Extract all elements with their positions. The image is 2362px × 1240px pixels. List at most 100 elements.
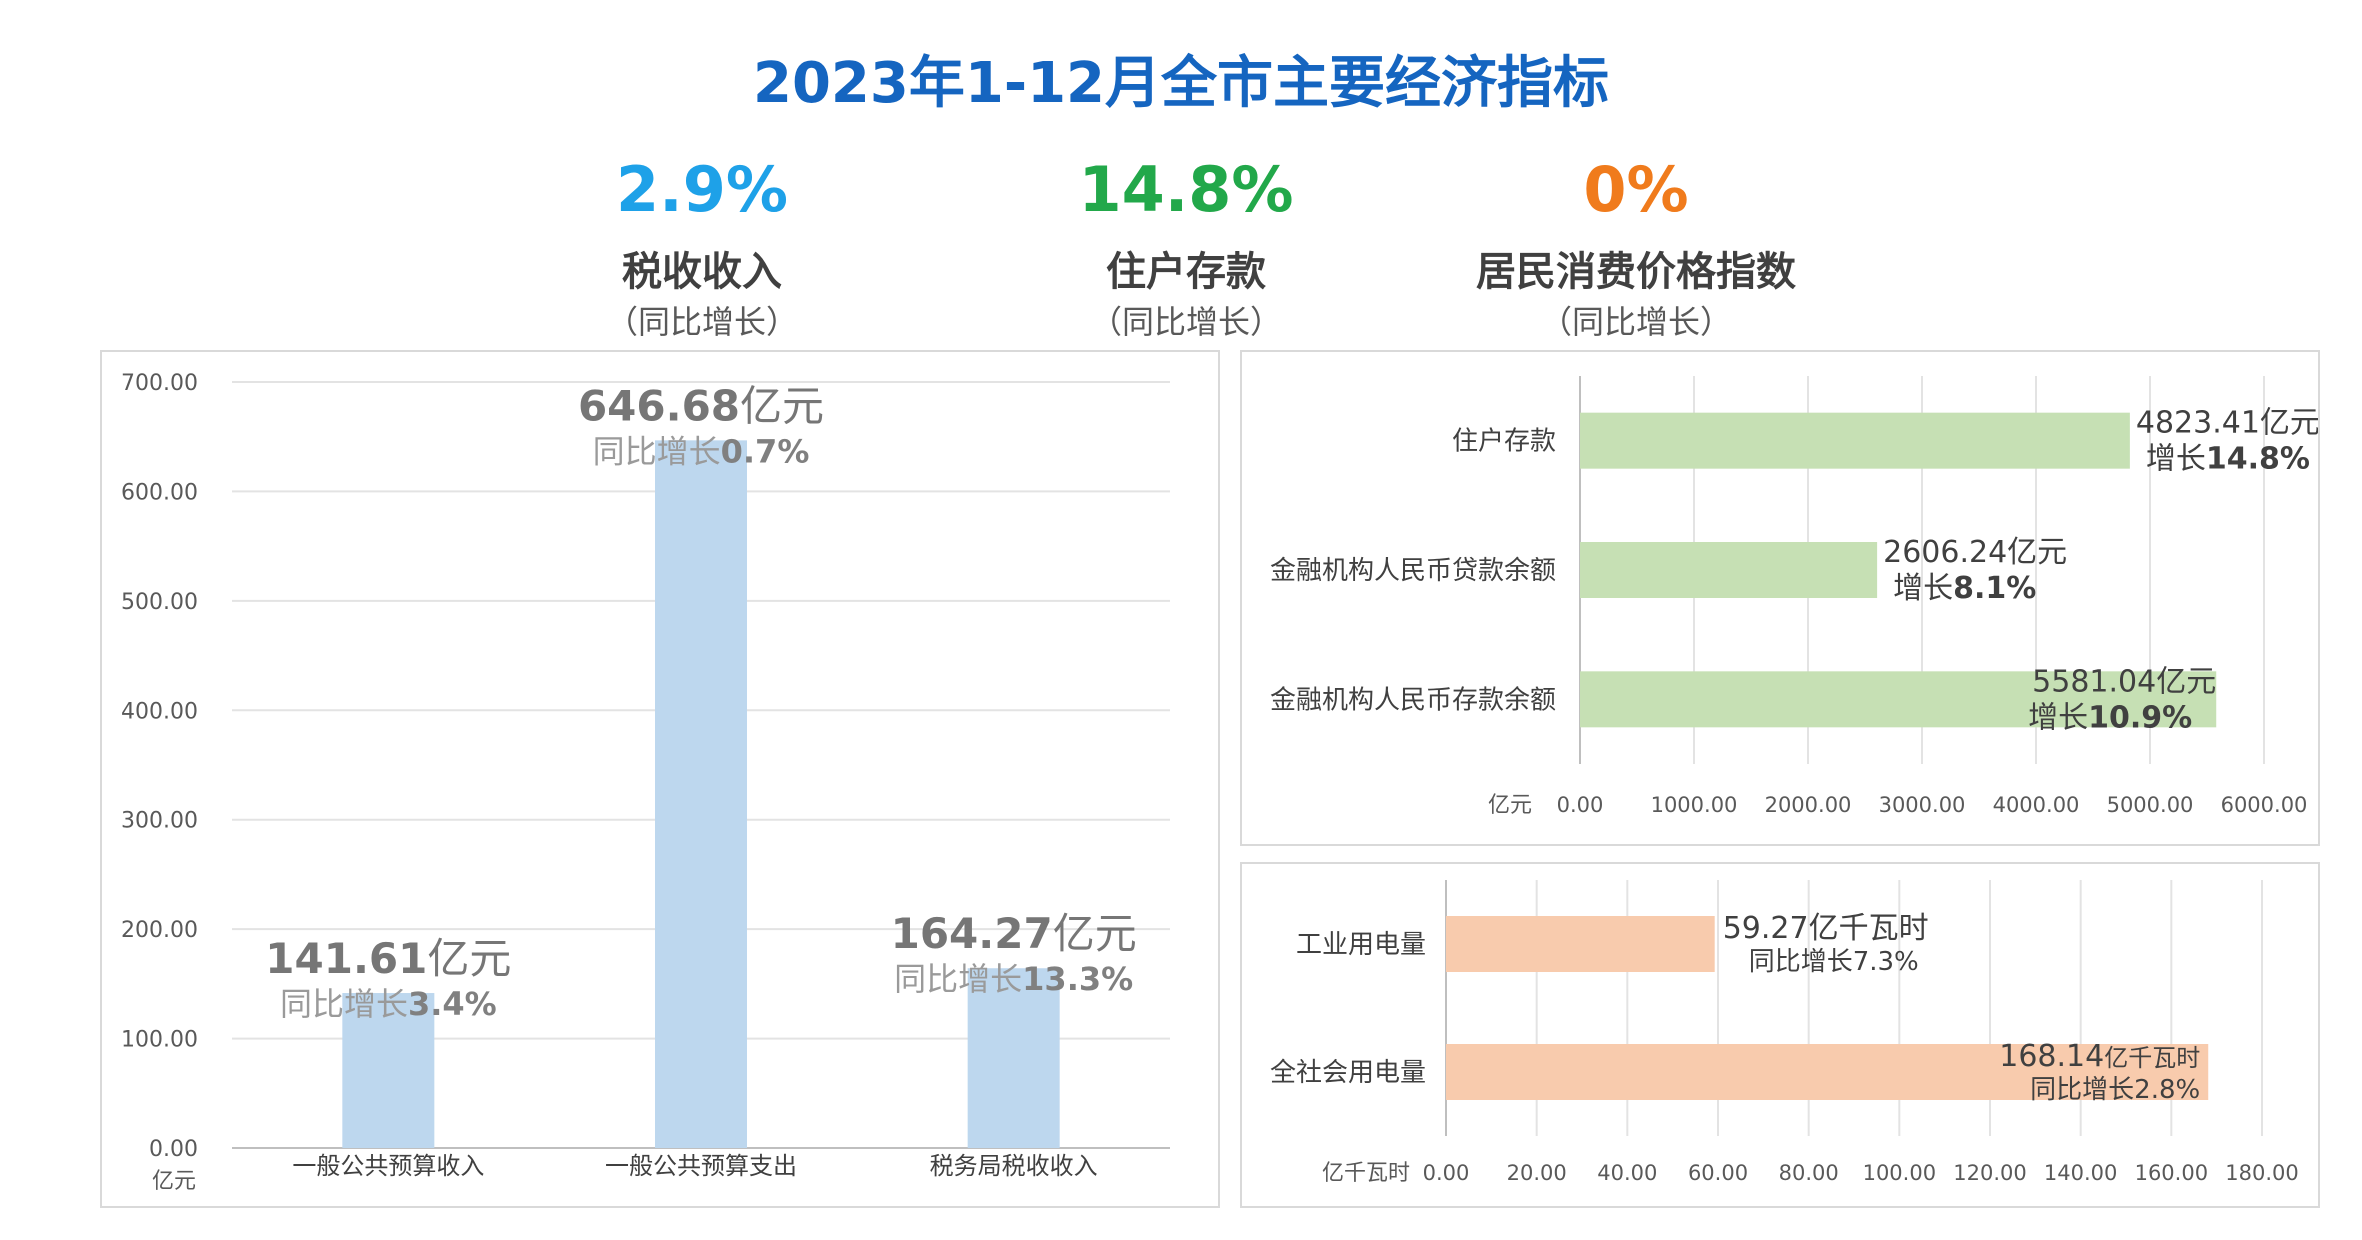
y-tick-label: 400.00 [121, 699, 198, 724]
deposit-loan-chart-panel: 0.00 1000.00 2000.00 3000.00 4000.00 5000.00 6… [1240, 350, 2320, 846]
bar [967, 968, 1060, 1148]
budget-bar-chart: 0.00 100.00 200.00 300.00 400.00 500.00 600.00… [121, 371, 1170, 1194]
value-number: 164.27 [891, 909, 1053, 958]
bar-value-label: 168.14亿千瓦时 [1999, 1039, 2200, 1074]
x-tick-label: 160.00 [2135, 1161, 2208, 1185]
value-unit: 亿元 [427, 934, 511, 983]
electricity-chart-panel: 0.00 20.00 40.00 60.00 80.00 100.00 120.00 140.… [1240, 862, 2320, 1208]
value-unit: 亿千瓦时 [2104, 1044, 2200, 1072]
x-tick-label: 20.00 [1507, 1161, 1567, 1185]
x-tick-label: 3000.00 [1879, 793, 1966, 817]
electricity-bar-chart: 0.00 20.00 40.00 60.00 80.00 100.00 120.00 140.… [1270, 880, 2299, 1186]
x-tick-label: 5000.00 [2107, 793, 2194, 817]
x-tick-label: 4000.00 [1993, 793, 2080, 817]
x-tick-label: 100.00 [1863, 1161, 1936, 1185]
x-tick-label: 140.00 [2044, 1161, 2117, 1185]
y-tick-label: 200.00 [121, 918, 198, 943]
bar-growth-label: 增长14.8% [2146, 442, 2310, 477]
x-tick-label: 40.00 [1597, 1161, 1657, 1185]
y-tick-label: 600.00 [121, 480, 198, 505]
kpi-cpi: 0% 居民消费价格指数 （同比增长） [1406, 150, 1866, 344]
value-unit: 亿元 [1053, 909, 1137, 958]
bar [1580, 542, 1878, 598]
kpi-value: 14.8% [1078, 153, 1294, 226]
y-tick-label: 金融机构人民币存款余额 [1270, 685, 1556, 715]
bar-growth-label: 同比增长2.8% [2030, 1075, 2200, 1105]
bar [1446, 916, 1715, 972]
x-tick-label: 一般公共预算支出 [605, 1152, 797, 1180]
value-unit: 亿元 [740, 381, 824, 430]
kpi-tax-revenue: 2.9% 税收收入 （同比增长） [472, 150, 932, 344]
bar-growth-label: 增长8.1% [1893, 571, 2036, 606]
bar [1580, 412, 2130, 469]
y-axis-unit: 亿元 [152, 1169, 196, 1194]
deposit-loan-bar-chart: 0.00 1000.00 2000.00 3000.00 4000.00 5000.00 6… [1270, 376, 2320, 818]
kpi-label: 居民消费价格指数 [1476, 249, 1796, 295]
x-tick-label: 1000.00 [1651, 793, 1738, 817]
value-number: 59.27亿千瓦时 [1723, 911, 1929, 946]
growth-prefix: 增长 [2146, 442, 2206, 477]
kpi-sub: （同比增长） [1089, 303, 1282, 341]
kpi-label: 住户存款 [1106, 249, 1266, 295]
growth-value: 3.4% [408, 985, 497, 1023]
bar-growth-label: 增长10.9% [2028, 700, 2192, 735]
x-tick-label: 120.00 [1953, 1161, 2026, 1185]
x-tick-label: 一般公共预算收入 [292, 1152, 484, 1180]
kpi-value: 2.9% [616, 153, 788, 226]
growth-prefix: 同比增长 [593, 432, 721, 470]
x-tick-label: 0.00 [1423, 1161, 1470, 1185]
growth-value: 0.7% [721, 432, 810, 470]
x-tick-label: 180.00 [2225, 1161, 2298, 1185]
y-tick-label: 100.00 [121, 1028, 198, 1053]
bar-growth-label: 同比增长7.3% [1749, 947, 1919, 977]
y-tick-label: 工业用电量 [1296, 930, 1426, 960]
y-tick-label: 0.00 [149, 1137, 198, 1162]
bar-value-label: 5581.04亿元 [2032, 664, 2216, 699]
x-tick-label: 税务局税收收入 [930, 1152, 1098, 1180]
bar [342, 993, 435, 1148]
kpi-sub: （同比增长） [605, 303, 798, 341]
bar-value-label: 646.68亿元 [578, 381, 824, 430]
bar-value-label: 4823.41亿元 [2136, 406, 2318, 441]
y-tick-label: 金融机构人民币贷款余额 [1270, 556, 1556, 586]
bar [1580, 671, 2217, 728]
kpi-household-deposit: 14.8% 住户存款 （同比增长） [956, 150, 1416, 344]
y-tick-label: 全社会用电量 [1270, 1058, 1426, 1088]
value-number: 646.68 [578, 381, 740, 430]
bar-growth-label: 同比增长0.7% [593, 432, 810, 470]
y-tick-label: 700.00 [121, 371, 198, 396]
y-tick-label: 住户存款 [1452, 427, 1556, 457]
bar-value-label: 164.27亿元 [891, 909, 1137, 958]
growth-value: 8.1% [1953, 571, 2036, 606]
growth-prefix: 同比增长 [280, 985, 408, 1023]
kpi-value: 0% [1583, 153, 1689, 226]
y-tick-label: 500.00 [121, 590, 198, 615]
page-title: 2023年1-12月全市主要经济指标 [753, 51, 1609, 116]
x-tick-label: 60.00 [1688, 1161, 1748, 1185]
bar [1446, 1044, 2209, 1100]
bar-value-label: 2606.24亿元 [1883, 535, 2067, 570]
value-number: 141.61 [265, 934, 427, 983]
bar-value-label: 59.27亿千瓦时 [1723, 911, 1929, 946]
growth-prefix: 增长 [1893, 571, 1953, 606]
x-tick-label: 2000.00 [1765, 793, 1852, 817]
x-axis-unit: 亿元 [1488, 793, 1532, 818]
x-axis-unit: 亿千瓦时 [1322, 1161, 1410, 1186]
budget-chart-panel: 0.00 100.00 200.00 300.00 400.00 500.00 600.00… [100, 350, 1220, 1208]
x-tick-label: 0.00 [1557, 793, 1604, 817]
growth-value: 14.8% [2206, 442, 2310, 477]
kpi-label: 税收收入 [622, 249, 782, 295]
growth-prefix: 增长 [2028, 700, 2088, 735]
bar-value-label: 141.61亿元 [265, 934, 511, 983]
bar-growth-label: 同比增长3.4% [280, 985, 497, 1023]
growth-value: 13.3% [1022, 960, 1133, 998]
growth-value: 10.9% [2088, 700, 2192, 735]
x-tick-label: 80.00 [1779, 1161, 1839, 1185]
y-tick-label: 300.00 [121, 809, 198, 834]
growth-prefix: 同比增长 [894, 960, 1022, 998]
kpi-sub: （同比增长） [1539, 303, 1732, 341]
bar [655, 440, 747, 1149]
value-number: 168.14 [1999, 1039, 2104, 1074]
x-tick-label: 6000.00 [2221, 793, 2308, 817]
bar-growth-label: 同比增长13.3% [894, 960, 1133, 998]
